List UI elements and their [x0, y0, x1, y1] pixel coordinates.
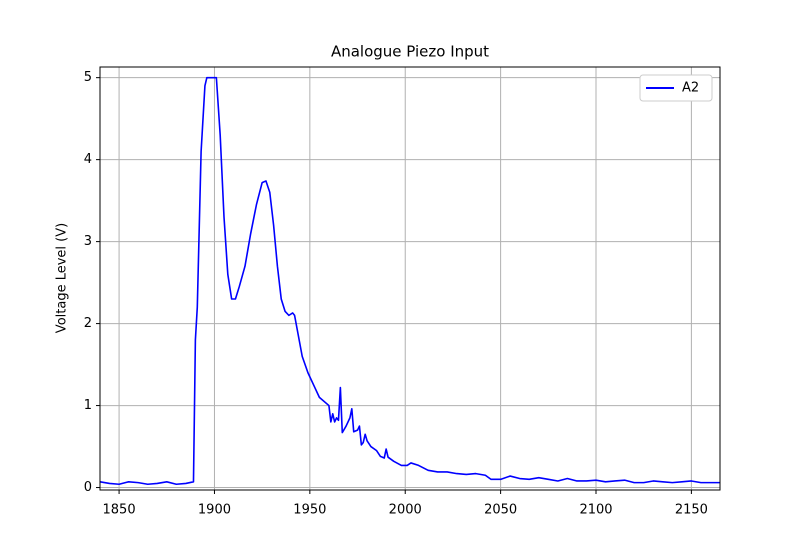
legend-label: A2 [682, 81, 699, 96]
y-tick-label: 0 [84, 480, 92, 495]
y-tick-label: 2 [84, 316, 92, 331]
y-tick-label: 3 [84, 234, 92, 249]
y-tick-label: 1 [84, 398, 92, 413]
chart-title: Analogue Piezo Input [331, 43, 489, 61]
x-tick-label: 1900 [198, 503, 231, 518]
x-tick-label: 2100 [579, 503, 612, 518]
data-line [99, 76, 720, 486]
y-tick-label: 5 [84, 70, 92, 85]
x-tick-label: 1850 [103, 503, 136, 518]
y-axis-label: Voltage Level (V) [55, 223, 70, 333]
x-tick-label: 2000 [389, 503, 422, 518]
x-tick-label: 2150 [675, 503, 708, 518]
x-tick-label: 1950 [293, 503, 326, 518]
x-tick-label: 2050 [484, 503, 517, 518]
legend-box [639, 74, 713, 102]
y-tick-label: 4 [84, 152, 92, 167]
plot-frame [99, 66, 721, 491]
